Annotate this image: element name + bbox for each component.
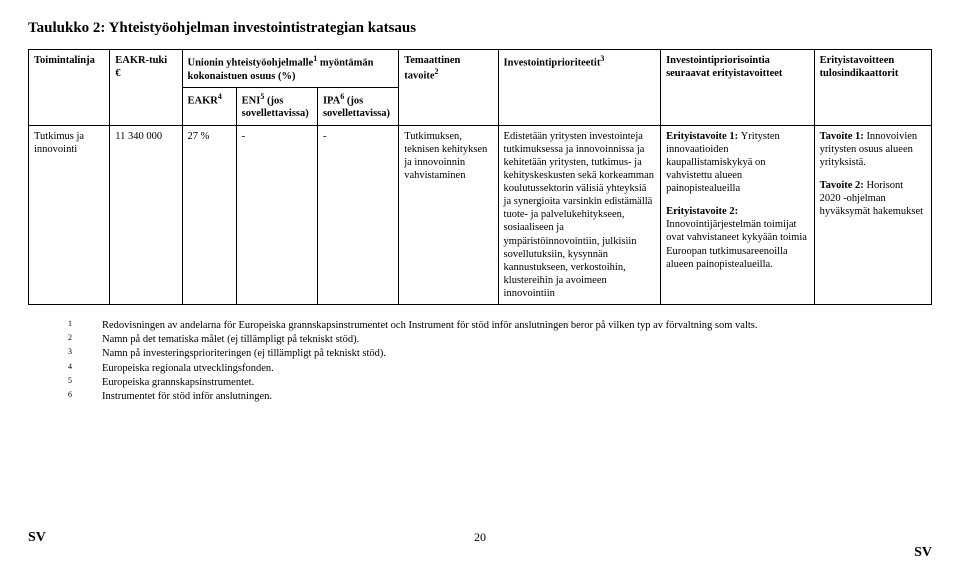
footnotes: 1Redovisningen av andelarna för Europeis… [28, 319, 932, 404]
bold-label: Erityistavoite 1: [666, 131, 741, 142]
footnote-text: Namn på investeringsprioriteringen (ej t… [102, 347, 386, 361]
sup: 2 [435, 67, 439, 76]
cell-erityistavoitteet: Erityistavoite 1: Yritysten innovaatioid… [661, 125, 815, 305]
footnote-1: 1Redovisningen av andelarna för Europeis… [68, 319, 932, 333]
th-ipa6: IPA6 (jos sovellettavissa) [317, 87, 398, 125]
footnote-text: Redovisningen av andelarna för Europeisk… [102, 319, 758, 333]
label: Temaattinen tavoite [404, 55, 460, 82]
th-temaattinen: Temaattinen tavoite2 [399, 50, 498, 126]
paragraph: Tavoite 1: Innovoivien yritysten osuus a… [820, 130, 926, 169]
footnote-text: Europeiska grannskapsinstrumentet. [102, 376, 254, 390]
paragraph: Tavoite 2: Horisont 2020 -ohjelman hyväk… [820, 179, 926, 218]
cell-tulosindikaattorit: Tavoite 1: Innovoivien yritysten osuus a… [814, 125, 931, 305]
th-osuus: Unionin yhteistyöohjelmalle1 myöntämän k… [182, 50, 399, 88]
page-footer: SV 20 SV [28, 530, 932, 545]
label: EAKR [188, 95, 218, 106]
footnote-4: 4Europeiska regionala utvecklingsfonden. [68, 362, 932, 376]
footer-center: 20 [28, 530, 932, 545]
table-row: Tutkimus ja innovointi 11 340 000 27 % -… [29, 125, 932, 305]
th-eni5: ENI5 (jos sovellettavissa) [236, 87, 317, 125]
investment-strategy-table: Toimintalinja EAKR-tuki € Unionin yhteist… [28, 49, 932, 305]
footnote-mark: 6 [68, 390, 102, 404]
footnote-3: 3Namn på investeringsprioriteringen (ej … [68, 347, 932, 361]
th-eakr-tuki: EAKR-tuki € [110, 50, 182, 126]
footnote-2: 2Namn på det tematiska målet (ej tillämp… [68, 333, 932, 347]
paragraph: Erityistavoite 1: Yritysten innovaatioid… [666, 130, 809, 196]
text: Innovointijärjestelmän toimijat ovat vah… [666, 219, 807, 269]
footnote-text: Instrumentet för stöd inför anslutningen… [102, 390, 272, 404]
footnote-mark: 5 [68, 376, 102, 390]
cell-temaattinen: Tutkimuksen, teknisen kehityksen ja inno… [399, 125, 498, 305]
header-row-1: Toimintalinja EAKR-tuki€ Unionin yhteist… [29, 50, 932, 88]
footnote-text: Namn på det tematiska målet (ej tillämpl… [102, 333, 359, 347]
cell-toimintalinja: Tutkimus ja innovointi [29, 125, 110, 305]
footnote-mark: 1 [68, 319, 102, 333]
cell-prioriteetit: Edistetään yritysten investointeja tutki… [498, 125, 661, 305]
cell-eakr4: 27 % [182, 125, 236, 305]
footnote-text: Europeiska regionala utvecklingsfonden. [102, 362, 274, 376]
label: IPA [323, 95, 340, 106]
paragraph: Erityistavoite 2: Innovointijärjestelmän… [666, 205, 809, 271]
footnote-5: 5Europeiska grannskapsinstrumentet. [68, 376, 932, 390]
label: € [115, 68, 120, 79]
sup: 4 [218, 92, 222, 101]
cell-eakr-tuki: 11 340 000 [110, 125, 182, 305]
th-prioriteetit: Investointiprioriteetit3 [498, 50, 661, 126]
bold-label: Tavoite 2: [820, 180, 867, 191]
footnote-mark: 3 [68, 347, 102, 361]
cell-eni5: - [236, 125, 317, 305]
th-toimintalinja: Toimintalinja [29, 50, 110, 126]
bold-label: Tavoite 1: [820, 131, 867, 142]
bold-label: Erityistavoite 2: [666, 206, 738, 217]
th-eakr4: EAKR4 [182, 87, 236, 125]
cell-ipa6: - [317, 125, 398, 305]
page-title: Taulukko 2: Yhteistyöohjelman investoint… [28, 20, 932, 37]
footer-left: SV [28, 530, 46, 546]
th-erityistavoitteet: Investointipriorisointia seuraavat erity… [661, 50, 815, 126]
th-tulosindikaattorit: Erityistavoitteen tulosindikaattorit [814, 50, 931, 126]
label: Investointiprioriteetit [504, 58, 601, 69]
label: ENI [242, 95, 261, 106]
label: EAKR-tuki [115, 55, 167, 66]
sup: 3 [600, 54, 604, 63]
label: Unionin yhteistyöohjelmalle [188, 58, 314, 69]
footnote-mark: 4 [68, 362, 102, 376]
footnote-mark: 2 [68, 333, 102, 347]
footnote-6: 6Instrumentet för stöd inför anslutninge… [68, 390, 932, 404]
